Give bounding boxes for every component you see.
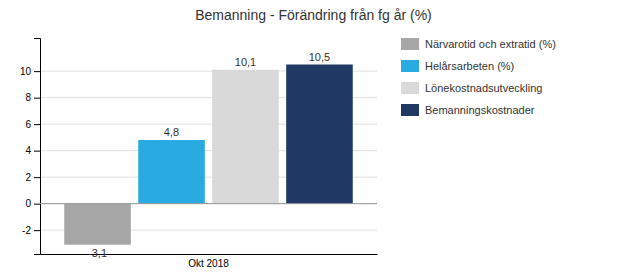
data-label: -3,1 [88,247,107,259]
y-axis-line [34,39,41,255]
data-label: 4,8 [164,126,179,138]
plot-area: -2 0 2 4 6 8 10 Okt 2018 -3,1 4,8 10,1 10,5 [20,39,378,270]
bar [64,204,131,245]
y-tick: 4 [25,145,40,156]
y-tick-label: 2 [25,172,31,183]
legend-label: Närvarotid och extratid (%) [425,38,556,50]
y-tick-mark [34,151,40,152]
legend-label: Helårsarbeten (%) [425,60,514,72]
legend-label: Bemanningskostnader [425,104,535,116]
bar [286,65,353,204]
y-tick: 8 [25,92,40,103]
y-axis: -2 0 2 4 6 8 10 [20,39,41,255]
legend-swatch [401,60,419,72]
y-tick-mark [34,71,40,72]
y-tick: 0 [25,198,40,209]
legend-item: Bemanningskostnader [401,104,535,116]
data-labels: -3,1 4,8 10,1 10,5 [88,51,330,259]
y-tick: 6 [25,119,40,130]
bars [64,65,353,245]
legend-item: Lönekostnadsutveckling [401,82,542,94]
legend-item: Helårsarbeten (%) [401,60,514,72]
chart-svg: Bemanning - Förändring från fg år (%) -2 0… [0,0,627,280]
data-label: 10,5 [309,51,330,63]
y-tick-mark [34,124,40,125]
legend-swatch [401,38,419,50]
bar [212,70,279,204]
y-tick-label: 6 [25,119,31,130]
legend-item: Närvarotid och extratid (%) [401,38,556,50]
y-tick-label: 0 [25,198,31,209]
legend-swatch [401,104,419,116]
zero-line [40,203,377,204]
x-tick-label: Okt 2018 [188,258,229,269]
y-tick: -2 [22,225,40,236]
data-label: 10,1 [235,56,256,68]
y-tick-label: 10 [20,66,32,77]
y-tick: 2 [25,172,40,183]
grid-line [40,203,377,204]
bar [138,140,205,204]
legend-swatch [401,82,419,94]
y-tick-mark [34,177,40,178]
chart-container: Bemanning - Förändring från fg år (%) -2 0… [0,0,627,280]
legend-label: Lönekostnadsutveckling [425,82,542,94]
y-tick-mark [34,98,40,99]
x-tick: Okt 2018 [188,254,229,269]
y-tick: 10 [20,66,40,77]
y-tick-label: 8 [25,92,31,103]
legend: Närvarotid och extratid (%) Helårsarbeten… [401,38,556,116]
y-tick-mark [34,230,40,231]
chart-title: Bemanning - Förändring från fg år (%) [195,7,432,23]
y-tick-label: -2 [22,225,31,236]
y-tick-label: 4 [25,145,31,156]
y-tick-mark [34,204,40,205]
